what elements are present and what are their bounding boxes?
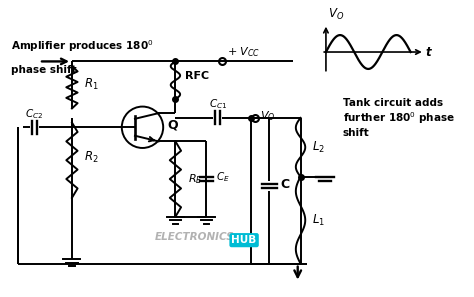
Text: $+\ V_{CC}$: $+\ V_{CC}$ xyxy=(227,45,261,59)
Text: Amplifier produces 180$^0$: Amplifier produces 180$^0$ xyxy=(11,38,154,54)
Text: $L_2$: $L_2$ xyxy=(312,140,325,155)
Text: ELECTRONICS: ELECTRONICS xyxy=(155,232,234,242)
Text: $V_O$: $V_O$ xyxy=(260,109,275,123)
Text: C: C xyxy=(281,178,290,191)
Text: phase shift: phase shift xyxy=(11,65,76,75)
Text: $C_{C1}$: $C_{C1}$ xyxy=(209,97,227,111)
Text: Tank circuit adds
further 180$^0$ phase
shift: Tank circuit adds further 180$^0$ phase … xyxy=(343,98,455,138)
Text: t: t xyxy=(426,46,431,59)
Text: $C_{C2}$: $C_{C2}$ xyxy=(25,107,44,121)
Text: $C_E$: $C_E$ xyxy=(216,170,230,184)
Text: RFC: RFC xyxy=(185,70,209,80)
Text: $R_1$: $R_1$ xyxy=(84,78,99,92)
Text: Q: Q xyxy=(167,119,178,132)
Text: $L_1$: $L_1$ xyxy=(312,213,325,228)
Text: $V_O$: $V_O$ xyxy=(328,7,344,22)
Text: HUB: HUB xyxy=(231,235,257,245)
Text: $R_E$: $R_E$ xyxy=(188,172,202,186)
Text: $R_2$: $R_2$ xyxy=(84,150,99,165)
